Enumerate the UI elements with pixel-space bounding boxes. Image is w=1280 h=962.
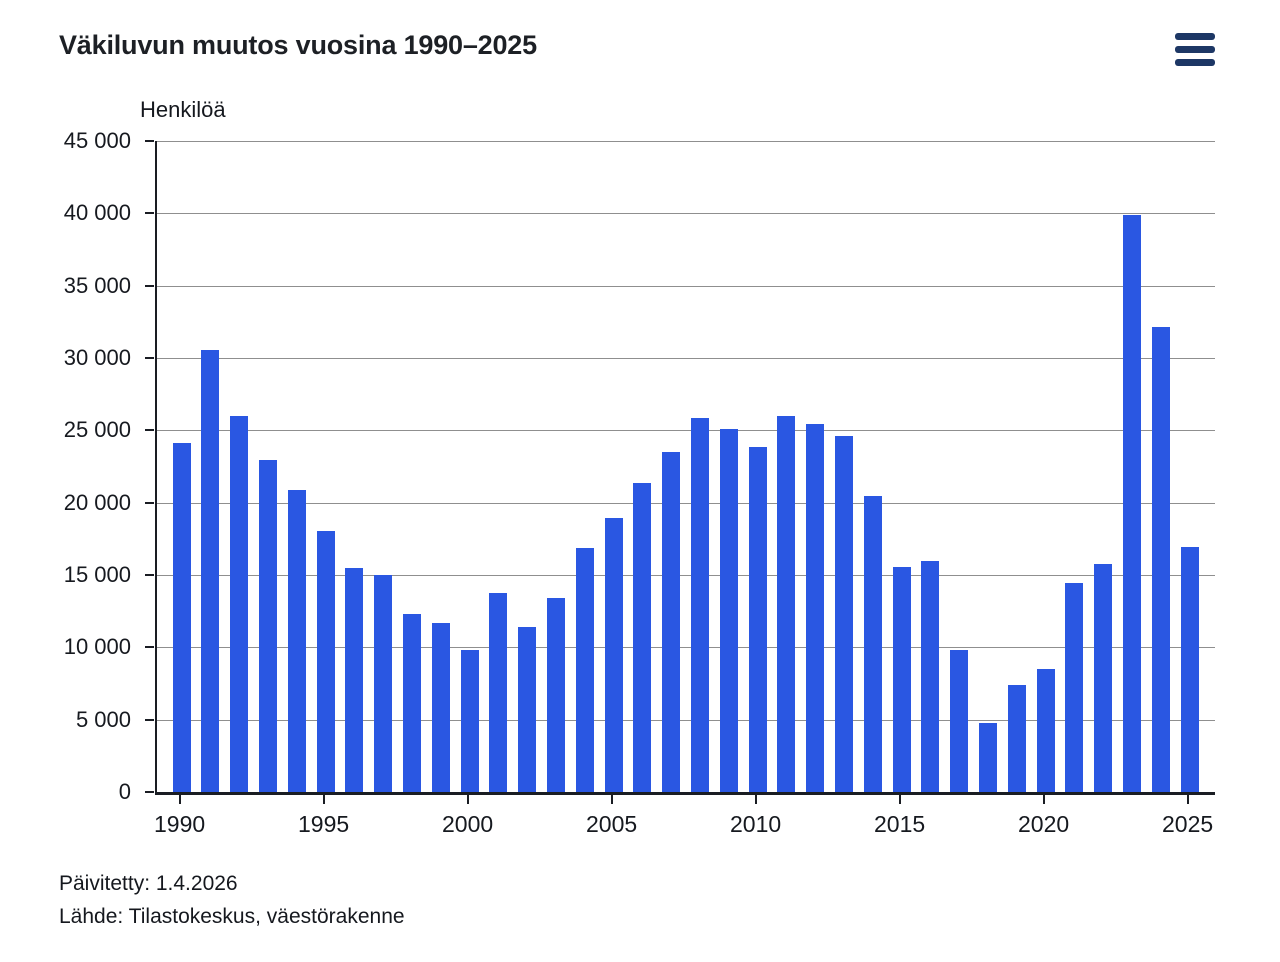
y-tick-label: 10 000 (63, 634, 131, 660)
gridline (157, 285, 1215, 287)
gridline (157, 141, 1215, 142)
bar-2016[interactable] (921, 561, 940, 792)
bar-2025[interactable] (1180, 547, 1199, 792)
y-tick-label: 40 000 (63, 200, 131, 226)
bar-2013[interactable] (835, 436, 853, 792)
y-axis-tick (145, 429, 154, 432)
gridline (157, 430, 1215, 432)
gridline (157, 213, 1215, 215)
bar-2022[interactable] (1094, 564, 1113, 792)
x-tick-label: 1995 (298, 811, 350, 837)
y-tick-label: 45 000 (63, 128, 131, 153)
x-axis-tick (898, 795, 901, 804)
x-axis-tick (322, 795, 325, 804)
bar-2014[interactable] (863, 496, 882, 792)
bar-2018[interactable] (979, 723, 997, 792)
gridline (157, 647, 1215, 649)
y-tick-label: 20 000 (63, 489, 131, 515)
bar-2006[interactable] (633, 483, 652, 792)
x-axis-tick (178, 795, 181, 804)
gridline (157, 575, 1215, 576)
y-axis-tick (145, 718, 154, 721)
x-axis-tick (754, 795, 757, 804)
y-axis-tick (145, 646, 154, 649)
bar-1990[interactable] (172, 443, 191, 792)
bar-2023[interactable] (1123, 215, 1141, 792)
x-tick-label: 2020 (1018, 811, 1070, 837)
bar-2021[interactable] (1065, 583, 1084, 792)
x-axis-tick (1186, 795, 1189, 804)
x-tick-label: 2010 (730, 811, 782, 837)
x-tick-label: 2015 (874, 811, 926, 837)
y-tick-label: 5 000 (75, 706, 131, 732)
y-axis-tick (145, 357, 154, 359)
x-axis-tick (466, 795, 469, 804)
bar-2003[interactable] (547, 598, 565, 792)
x-tick-label: 1990 (154, 811, 206, 837)
bar-2019[interactable] (1007, 685, 1026, 792)
y-tick-label: 35 000 (63, 272, 131, 298)
y-axis-tick (145, 212, 154, 215)
bar-2010[interactable] (748, 447, 767, 792)
x-tick-label: 2005 (586, 811, 638, 837)
bar-2012[interactable] (806, 424, 825, 792)
y-axis-tick (145, 284, 154, 287)
bar-2024[interactable] (1151, 327, 1170, 792)
bar-2020[interactable] (1036, 669, 1055, 792)
page-title: Väkiluvun muutos vuosina 1990–2025 (59, 30, 537, 60)
bar-1995[interactable] (316, 531, 335, 792)
bar-1993[interactable] (259, 460, 277, 792)
x-axis-tick (1042, 795, 1045, 804)
y-axis-tick (145, 140, 154, 142)
x-axis-tick (610, 795, 613, 804)
y-tick-label: 25 000 (63, 417, 131, 443)
bar-1991[interactable] (201, 350, 220, 792)
x-tick-label: 2000 (442, 811, 494, 837)
x-tick-label: 2025 (1162, 811, 1214, 837)
updated-text: Päivitetty: 1.4.2026 (59, 872, 238, 895)
y-axis-tick (145, 791, 154, 793)
bar-2015[interactable] (892, 567, 911, 792)
bar-1998[interactable] (403, 614, 421, 792)
bar-2000[interactable] (460, 650, 479, 792)
bar-2005[interactable] (604, 518, 623, 792)
y-tick-label: 0 (118, 779, 131, 804)
source-text: Lähde: Tilastokeskus, väestörakenne (59, 905, 405, 928)
bar-1997[interactable] (374, 575, 393, 792)
bar-2011[interactable] (777, 416, 796, 792)
bar-2008[interactable] (691, 418, 709, 792)
gridline (157, 358, 1215, 359)
bar-2007[interactable] (662, 452, 681, 792)
gridline (157, 502, 1215, 504)
bar-2004[interactable] (575, 548, 594, 792)
bar-1992[interactable] (230, 416, 249, 792)
bar-1999[interactable] (431, 623, 450, 792)
y-axis-unit-label: Henkilöä (140, 97, 226, 122)
bar-1996[interactable] (345, 568, 364, 792)
menu-button[interactable] (1171, 27, 1221, 71)
bar-1994[interactable] (287, 490, 306, 792)
y-axis-tick (145, 501, 154, 504)
bar-2002[interactable] (518, 627, 537, 792)
bar-2001[interactable] (489, 593, 508, 792)
y-tick-label: 30 000 (63, 345, 131, 370)
gridline (157, 719, 1215, 721)
chart-plot-area (155, 141, 1215, 795)
y-tick-label: 15 000 (63, 562, 131, 587)
bar-2017[interactable] (950, 650, 969, 792)
y-axis-tick (145, 574, 154, 576)
bar-2009[interactable] (719, 429, 738, 792)
